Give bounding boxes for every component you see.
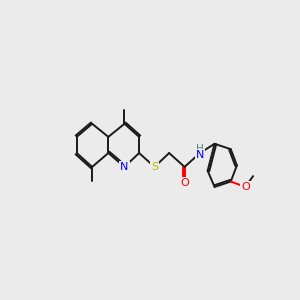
Text: O: O [180,178,189,188]
Text: N: N [120,162,129,172]
Text: H: H [196,144,204,154]
Text: S: S [151,162,158,172]
Text: O: O [241,182,250,192]
Text: N: N [196,150,204,160]
